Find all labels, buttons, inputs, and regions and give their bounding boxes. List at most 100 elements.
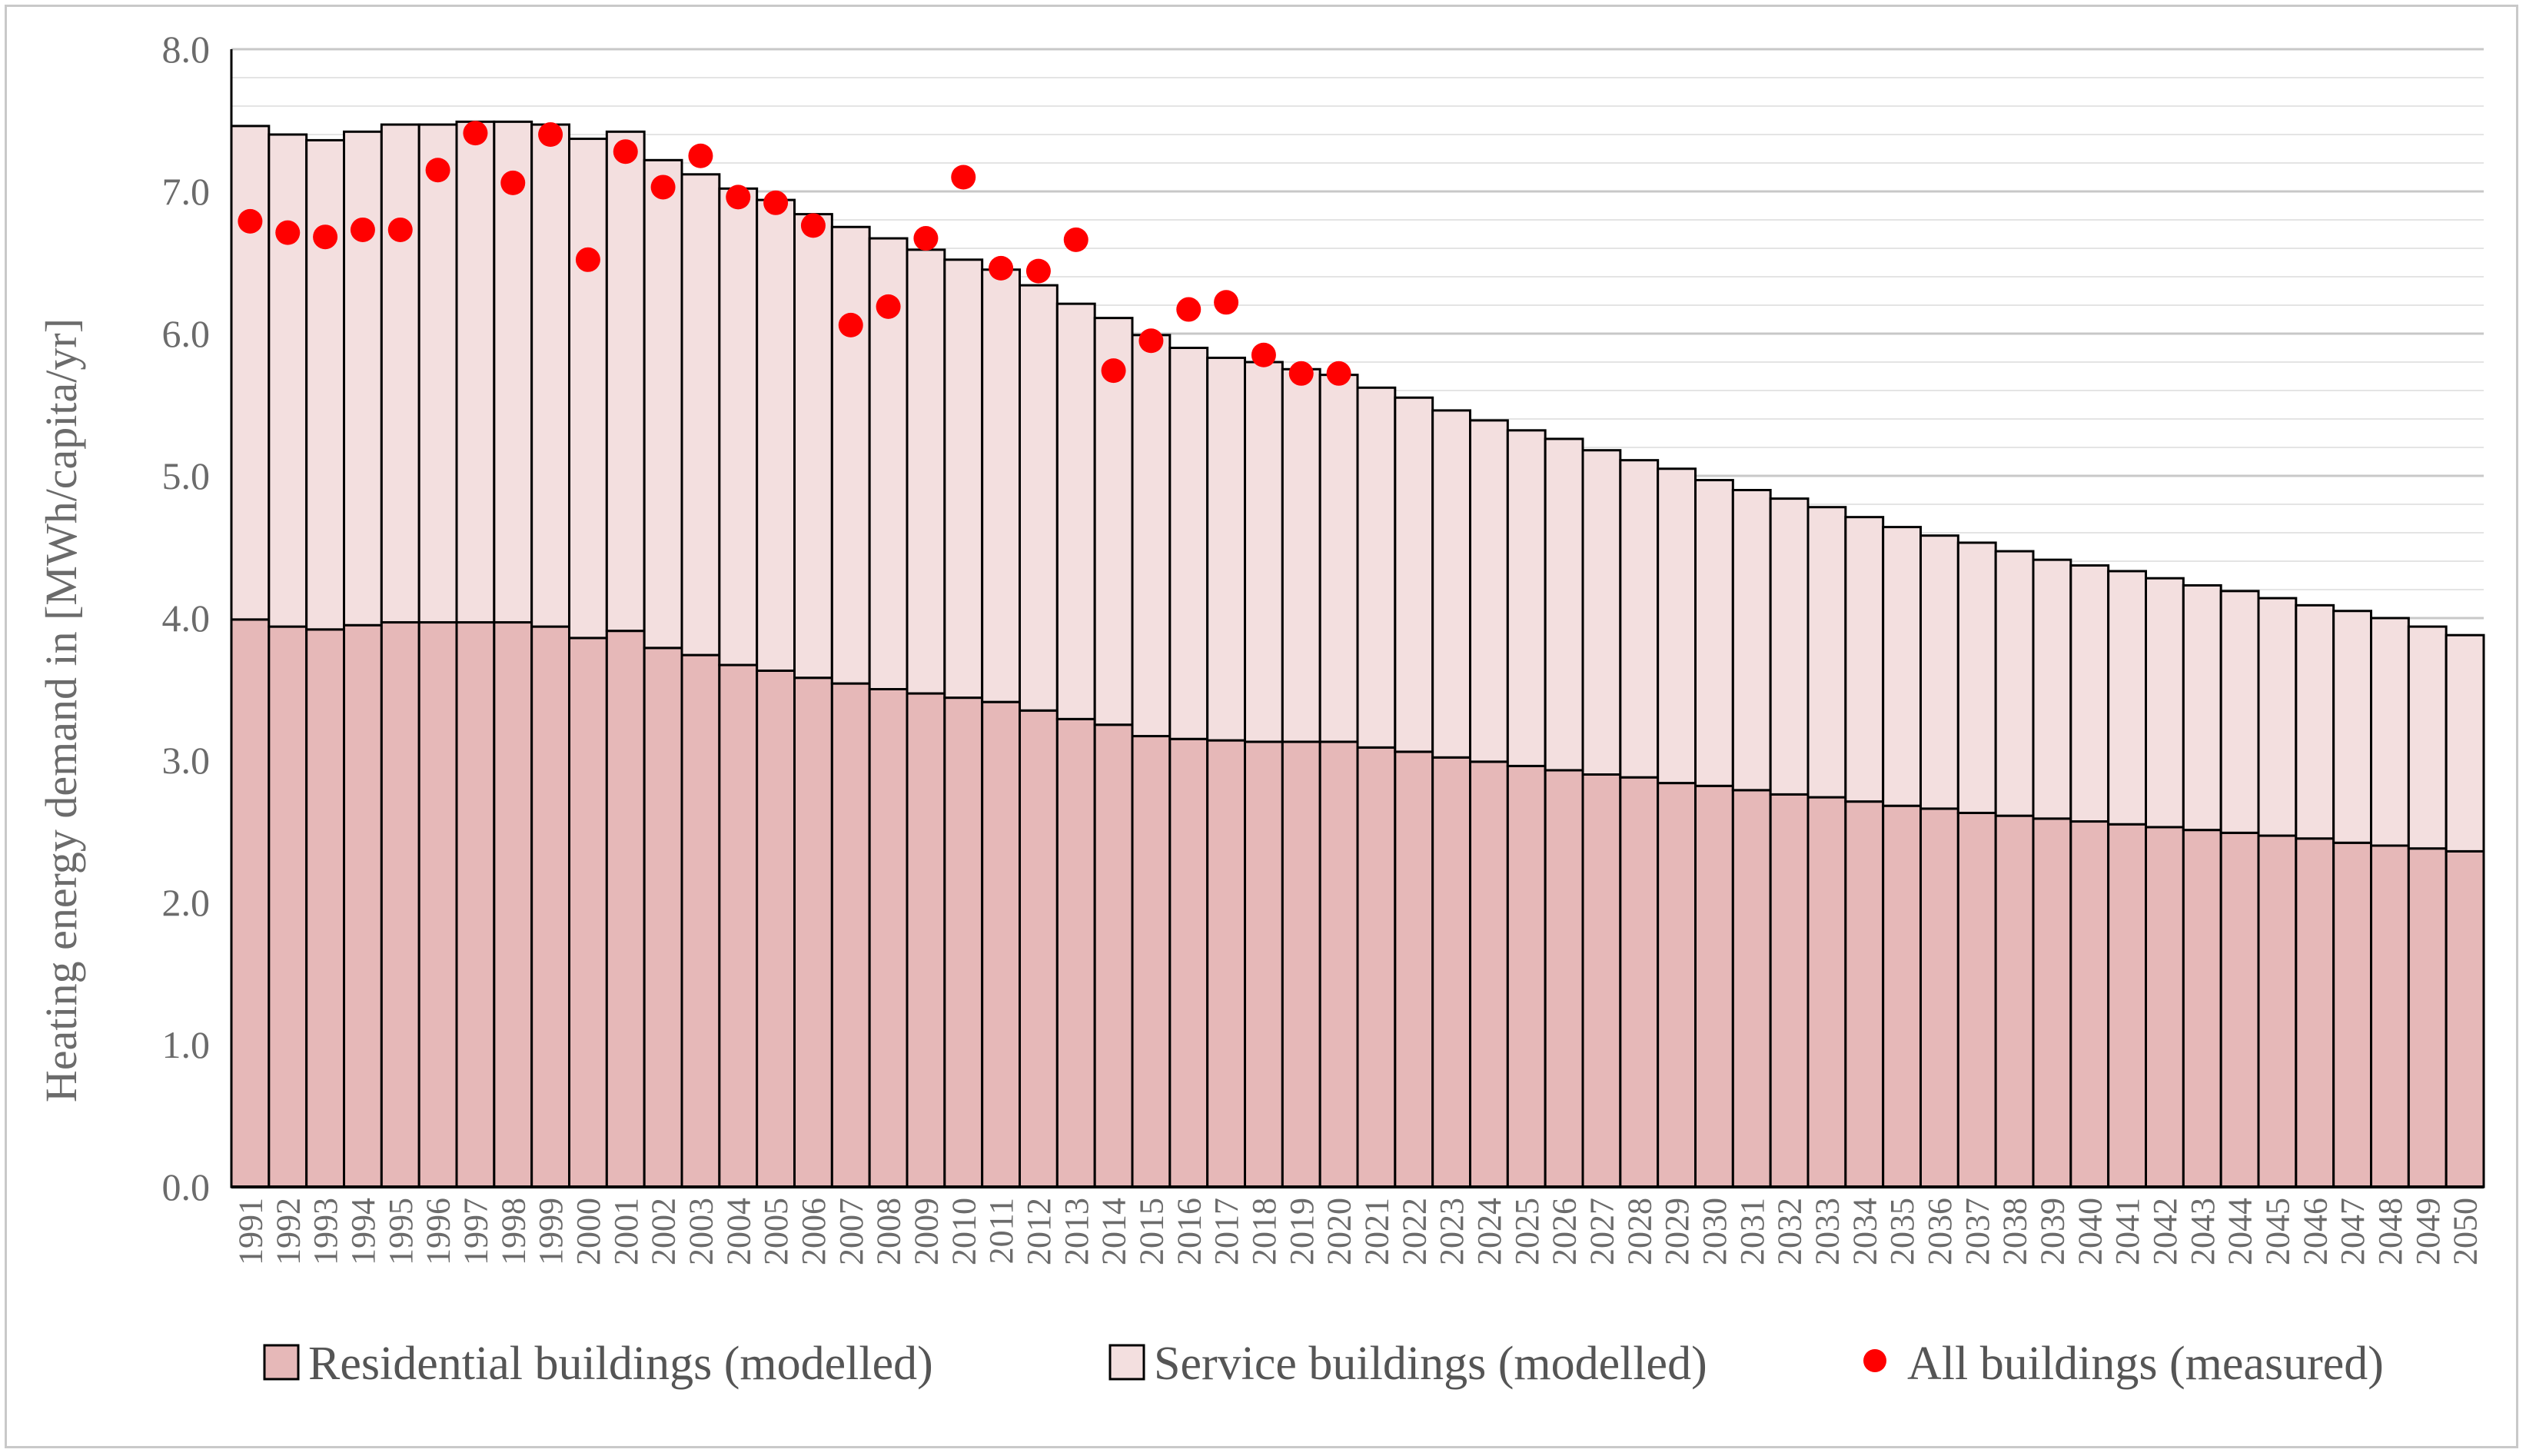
bar-service-2020 (1318, 374, 1359, 743)
bar-residential-2048 (2370, 844, 2410, 1188)
x-tick-label: 2018 (1245, 1198, 1283, 1265)
x-tick-label: 1993 (307, 1198, 344, 1265)
bar-residential-2047 (2332, 841, 2373, 1188)
bar-service-2041 (2107, 570, 2148, 826)
bar-service-2044 (2219, 590, 2260, 834)
bar-service-2028 (1619, 459, 1660, 779)
x-tick-label: 2019 (1283, 1198, 1321, 1265)
bar-residential-2027 (1581, 773, 1622, 1188)
bar-service-2048 (2370, 617, 2410, 847)
bar-residential-2026 (1544, 769, 1584, 1188)
x-tick-labels: 1991 1992 1993 1994 1995 1996 1997 1998 1999 2000… (231, 1198, 2484, 1265)
x-tick-label: 2031 (1733, 1198, 1771, 1265)
x-tick-label: 2016 (1170, 1198, 1208, 1265)
bar-residential-2050 (2445, 849, 2485, 1188)
bar-service-2013 (1055, 302, 1096, 720)
bar-residential-2008 (868, 688, 909, 1188)
bar-residential-2038 (1994, 814, 2035, 1188)
point-measured-2005 (763, 190, 789, 215)
x-tick-label: 2041 (2109, 1198, 2146, 1265)
x-tick-label: 1995 (382, 1198, 420, 1265)
bar-residential-1999 (530, 625, 571, 1188)
bar-service-1995 (380, 123, 420, 624)
point-measured-2014 (1101, 358, 1126, 384)
bar-service-2034 (1844, 516, 1885, 803)
x-tick-label: 2022 (1395, 1198, 1433, 1265)
bar-service-1998 (493, 120, 533, 624)
x-tick-label: 2024 (1471, 1198, 1508, 1265)
legend: Residential buildings (modelled) Service… (263, 1338, 2384, 1390)
bar-residential-2023 (1431, 756, 1471, 1188)
bar-residential-2040 (2069, 820, 2110, 1188)
x-tick-label: 2026 (1546, 1198, 1584, 1265)
bar-residential-2041 (2107, 823, 2148, 1188)
x-tick-label: 2036 (1921, 1198, 1959, 1265)
bar-service-2003 (680, 173, 721, 657)
x-tick-label: 2017 (1208, 1198, 1245, 1265)
point-measured-2009 (913, 226, 939, 251)
point-measured-1993 (313, 224, 338, 250)
bar-service-2026 (1544, 437, 1584, 772)
point-measured-1997 (463, 121, 488, 146)
point-measured-2007 (838, 312, 863, 337)
y-tick-label: 2.0 (162, 881, 211, 924)
bar-residential-2039 (2032, 817, 2072, 1188)
bar-service-1999 (530, 123, 571, 628)
bar-service-2029 (1657, 467, 1697, 785)
x-tick-label: 2027 (1583, 1198, 1620, 1265)
x-tick-label: 2012 (1020, 1198, 1058, 1265)
bar-service-2011 (981, 268, 1021, 703)
point-measured-2012 (1025, 258, 1051, 284)
bar-residential-2009 (906, 692, 946, 1188)
x-tick-label: 2046 (2296, 1198, 2334, 1265)
x-tick-label: 2037 (1959, 1198, 1996, 1265)
x-tick-label: 2023 (1433, 1198, 1471, 1265)
point-measured-2003 (688, 143, 713, 168)
bar-residential-1995 (380, 621, 420, 1188)
point-measured-1996 (425, 158, 450, 183)
bar-service-2047 (2332, 610, 2373, 844)
bar-residential-2025 (1506, 764, 1547, 1188)
x-tick-label: 1992 (269, 1198, 307, 1265)
bar-residential-2007 (830, 682, 871, 1188)
bar-service-2046 (2295, 603, 2335, 840)
x-tick-label: 2050 (2447, 1198, 2484, 1265)
x-tick-label: 2039 (2033, 1198, 2071, 1265)
bar-service-2049 (2407, 625, 2448, 850)
bar-service-2015 (1131, 334, 1172, 738)
x-tick-label: 2029 (1658, 1198, 1696, 1265)
bar-residential-2030 (1694, 784, 1734, 1188)
bar-service-2001 (605, 130, 646, 633)
bar-residential-2010 (943, 696, 984, 1188)
chart: 0.0 1.0 2.0 3.0 4.0 5.0 6.0 7.0 8.0 1991 1992 1993… (36, 28, 2485, 1390)
y-tick-labels: 0.0 1.0 2.0 3.0 4.0 5.0 6.0 7.0 8.0 (162, 28, 211, 1208)
bar-service-1996 (417, 123, 458, 624)
point-measured-2004 (726, 184, 751, 210)
bar-service-2027 (1581, 449, 1622, 776)
x-tick-label: 2015 (1132, 1198, 1170, 1265)
bar-residential-2043 (2182, 829, 2222, 1188)
point-measured-1999 (538, 122, 563, 147)
bar-residential-2002 (643, 647, 683, 1188)
x-tick-label: 1999 (532, 1198, 570, 1265)
bar-service-2017 (1206, 356, 1246, 742)
bar-residential-2021 (1356, 746, 1397, 1188)
y-tick-label: 4.0 (162, 597, 211, 640)
point-measured-2011 (989, 255, 1014, 281)
bar-residential-2033 (1806, 796, 1847, 1188)
bar-residential-1991 (230, 618, 271, 1188)
x-tick-label: 2040 (2071, 1198, 2109, 1265)
bar-residential-2042 (2145, 826, 2185, 1188)
measured-points (238, 121, 1351, 386)
bar-service-2025 (1506, 429, 1547, 767)
x-tick-label: 2021 (1358, 1198, 1395, 1265)
bar-service-1997 (455, 120, 496, 624)
bar-residential-2005 (756, 669, 796, 1188)
bar-residential-2015 (1131, 735, 1172, 1188)
x-tick-label: 2028 (1620, 1198, 1658, 1265)
x-tick-label: 2038 (1996, 1198, 2034, 1265)
bar-service-2039 (2032, 558, 2072, 820)
x-tick-label: 2010 (945, 1198, 982, 1265)
bar-service-2016 (1168, 347, 1209, 740)
point-measured-2018 (1251, 342, 1276, 367)
